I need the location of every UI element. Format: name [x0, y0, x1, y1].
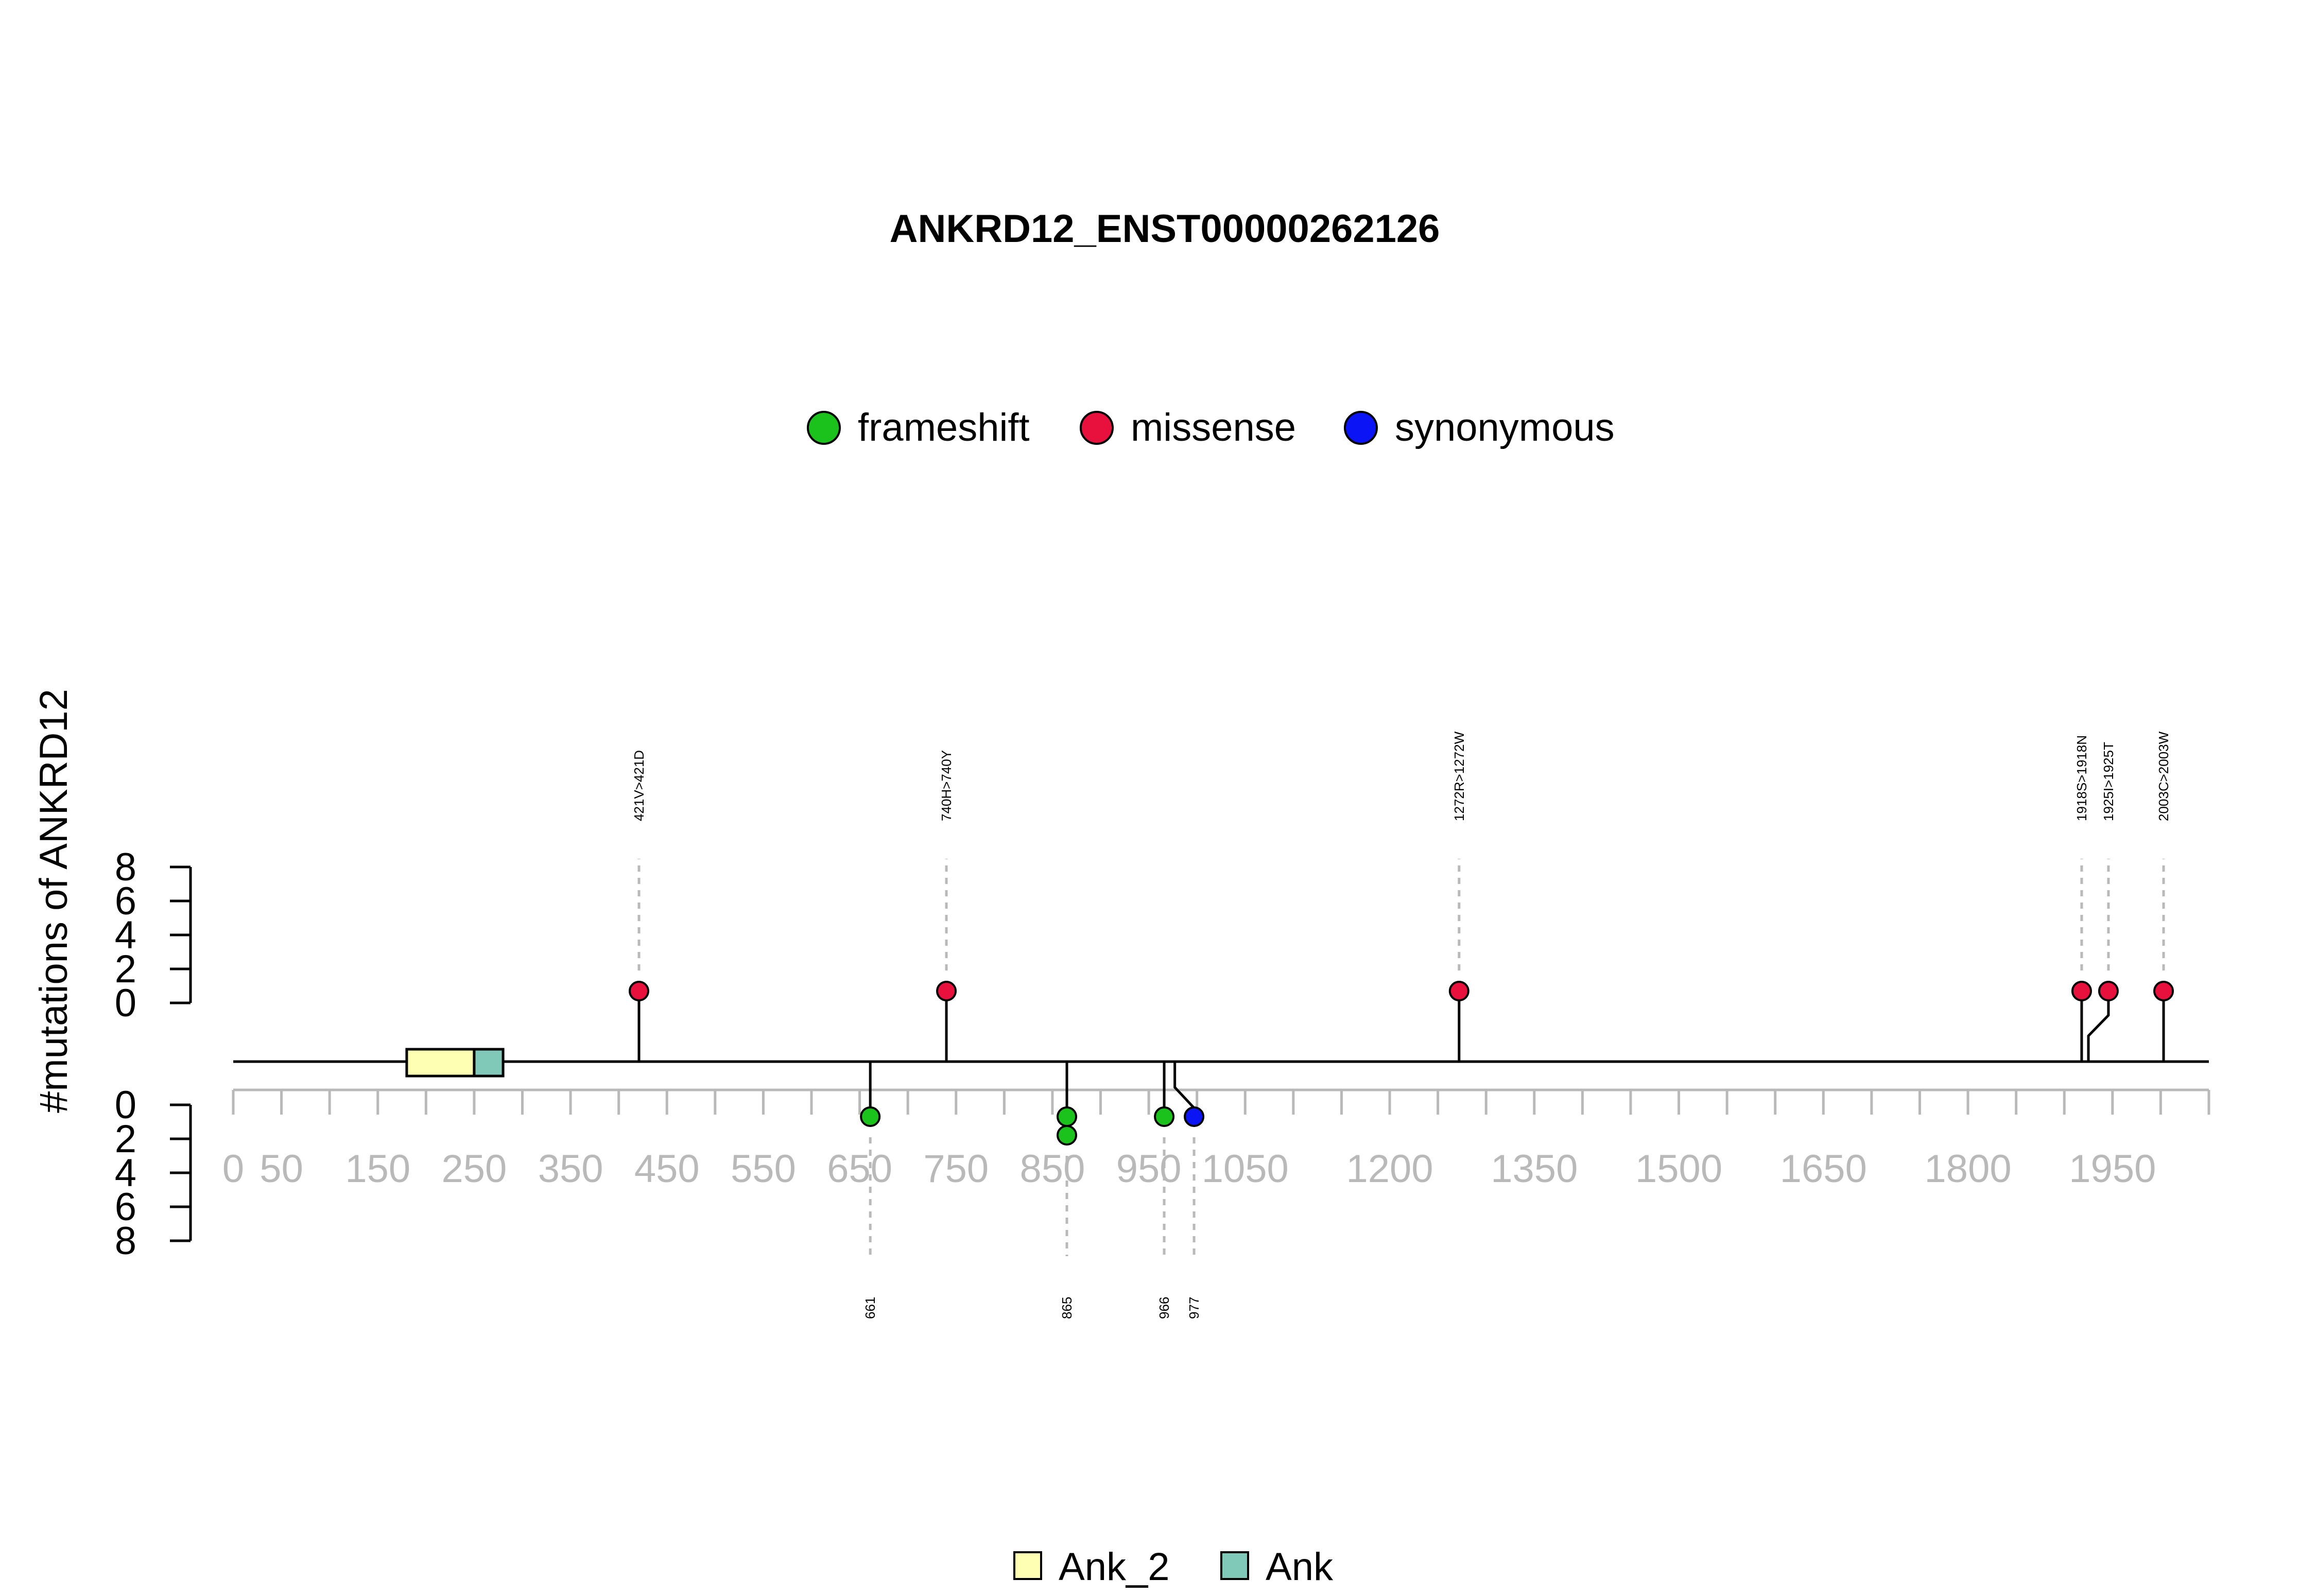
y-tick-label-top: 0 [115, 981, 136, 1025]
x-tick-label: 1950 [2069, 1147, 2156, 1191]
mutation-label: 661 [862, 1297, 878, 1319]
domain-legend-label: Ank [1266, 1545, 1334, 1589]
x-tick-label: 350 [538, 1147, 603, 1191]
x-tick-label: 750 [923, 1147, 989, 1191]
x-tick-label: 1050 [1202, 1147, 1289, 1191]
y-tick-label-bottom: 4 [115, 1151, 136, 1195]
protein-domains [405, 1048, 505, 1078]
mutation-label: 421V>421D [631, 750, 647, 821]
y-tick-label-top: 2 [115, 947, 136, 991]
y-tick-label-bottom: 0 [115, 1083, 136, 1127]
legend-label-frameshift: frameshift [858, 406, 1030, 449]
mutation-point-missense [628, 981, 649, 1001]
y-tick-label-bottom: 2 [115, 1117, 136, 1161]
mutation-label: 1925I>1925T [2101, 742, 2116, 821]
domain-legend: Ank_2 Ank [1013, 1545, 1334, 1589]
mutation-point-missense [2098, 981, 2119, 1001]
mutation-point-frameshift [1154, 1106, 1175, 1127]
legend-swatch-synonymous [1344, 411, 1378, 445]
mutations-below: 661 865 966 977 [860, 1062, 1205, 1319]
x-tick-label: 1650 [1780, 1147, 1867, 1191]
domain-legend-swatch [1220, 1551, 1249, 1580]
y-tick-label-top: 4 [115, 913, 136, 957]
legend-swatch-missense [1080, 411, 1114, 445]
mutation-point-synonymous [1184, 1106, 1205, 1127]
mutation-label: 977 [1186, 1297, 1202, 1319]
mutation-point-missense [2153, 981, 2174, 1001]
mutation-label: 2003C>2003W [2156, 731, 2171, 821]
mutation-label: 865 [1059, 1297, 1075, 1319]
mutation-point-frameshift [1057, 1125, 1078, 1146]
domain-legend-label: Ank_2 [1059, 1545, 1170, 1589]
domain-legend-swatch [1013, 1551, 1042, 1580]
x-tick-label: 450 [634, 1147, 700, 1191]
mutation-label: 966 [1156, 1297, 1172, 1319]
mutation-label: 1272R>1272W [1451, 731, 1467, 821]
x-tick-label: 150 [345, 1147, 410, 1191]
x-tick-label: 1350 [1491, 1147, 1578, 1191]
y-tick-label-top: 8 [115, 845, 136, 889]
x-tick-label: 650 [827, 1147, 892, 1191]
x-tick-label: 550 [731, 1147, 796, 1191]
x-tick-label: 850 [1020, 1147, 1085, 1191]
x-tick-label: 950 [1116, 1147, 1182, 1191]
mutation-point-frameshift [860, 1106, 881, 1127]
mutation-point-frameshift [1057, 1106, 1078, 1127]
mutation-point-missense [936, 981, 957, 1001]
mutation-stem [2087, 991, 2110, 1062]
mutation-point-missense [2071, 981, 2092, 1001]
domain-ank [473, 1048, 505, 1078]
mutation-label: 1918S>1918N [2074, 735, 2089, 821]
y-axis-label: #mutations of ANKRD12 [32, 689, 76, 1113]
chart-title: ANKRD12_ENST00000262126 [890, 207, 1440, 251]
mutation-label: 740H>740Y [939, 750, 954, 821]
legend-swatch-frameshift [807, 411, 841, 445]
mutation-point-missense [1448, 981, 1469, 1001]
x-tick-label: 1500 [1635, 1147, 1722, 1191]
x-tick-label: 50 [260, 1147, 303, 1191]
y-tick-label-bottom: 8 [115, 1219, 136, 1263]
y-tick-label-top: 6 [115, 879, 136, 923]
x-tick-label: 250 [442, 1147, 507, 1191]
mutation-type-legend: frameshift missense synonymous [807, 406, 1615, 449]
y-tick-label-bottom: 6 [115, 1185, 136, 1229]
x-tick-label: 1200 [1346, 1147, 1433, 1191]
x-tick-label: 0 [222, 1147, 244, 1191]
mutations-above: 421V>421D 740H>740Y 1272R>1272W 1918S>1918N… [628, 731, 2174, 1062]
legend-label-missense: missense [1131, 406, 1296, 449]
domain-ank-2 [405, 1048, 476, 1078]
x-tick-label: 1800 [1925, 1147, 2012, 1191]
legend-label-synonymous: synonymous [1395, 406, 1615, 449]
x-axis: 0 50 150 250 350 450 550 650 750 850 950 1050 1200 13… [222, 1088, 2210, 1191]
